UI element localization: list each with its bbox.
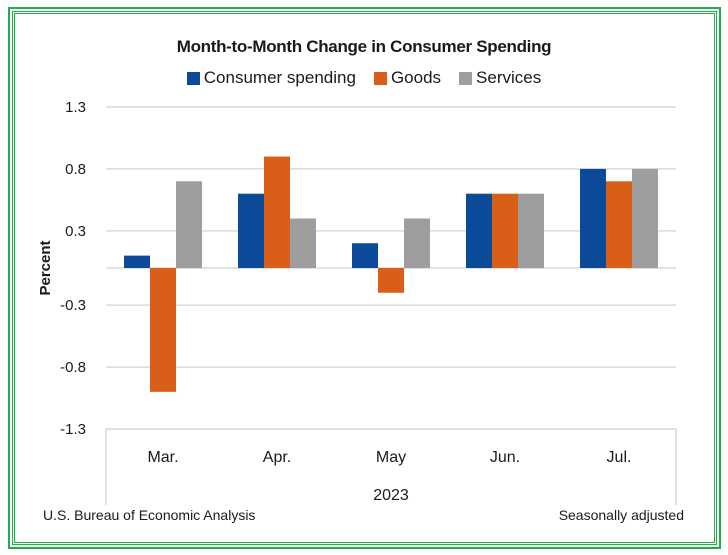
chart-frame-inner-2 [14,13,715,543]
bar-consumer-spending-mar [124,255,150,268]
gridlines [105,106,677,505]
y-tick-labels: 1.3 0.8 0.3 -0.3 -0.8 -1.3 [60,99,86,438]
category-label: Apr. [263,449,291,466]
bar-services-apr [290,218,316,268]
legend-label-goods: Goods [390,68,442,87]
adjustment-note: Seasonally adjusted [558,507,684,523]
category-label: May [376,449,406,466]
bar-goods-jul [606,181,632,268]
bar-consumer-spending-jul [580,168,606,268]
bar-services-may [404,218,430,268]
legend-label-services: Services [476,68,542,87]
category-axis: Mar. Apr. May Jun. Jul. [147,449,631,466]
category-label: Jun. [490,449,520,466]
y-tick-label: 0.3 [65,223,86,240]
y-tick-label: -1.3 [60,421,86,438]
chart-legend: Consumer spending Goods Services [0,68,728,88]
y-axis-label: Percent [37,240,54,295]
bar-services-jul [632,168,658,268]
category-label: Jul. [607,449,632,466]
chart-title: Month-to-Month Change in Consumer Spendi… [176,37,552,56]
legend-label-consumer-spending: Consumer spending [203,68,356,87]
legend-swatch-consumer-spending [186,71,200,85]
legend-item-consumer-spending: Consumer spending [186,68,356,88]
bar-consumer-spending-jun [466,193,492,268]
category-group-label: 2023 [373,487,409,504]
bar-consumer-spending-apr [238,193,264,268]
legend-item-services: Services [459,68,541,88]
legend-swatch-services [459,71,473,85]
legend-swatch-goods [373,71,387,85]
chart-frame-inner [12,11,717,545]
y-tick-label: -0.3 [60,297,86,314]
bars [124,156,658,392]
bar-goods-mar [150,268,176,392]
bar-goods-may [378,268,404,293]
chart-frame [8,7,721,549]
y-tick-label: 0.8 [65,161,86,178]
y-tick-label: -0.8 [60,359,86,376]
bar-services-mar [176,181,202,268]
category-label: Mar. [147,449,178,466]
bar-goods-apr [264,156,290,268]
legend-item-goods: Goods [373,68,442,88]
bar-consumer-spending-may [352,243,378,268]
y-tick-label: 1.3 [65,99,86,116]
bar-services-jun [518,193,544,268]
bar-goods-jun [492,193,518,268]
source-note: U.S. Bureau of Economic Analysis [43,507,256,523]
category-axis-frame [105,428,677,505]
